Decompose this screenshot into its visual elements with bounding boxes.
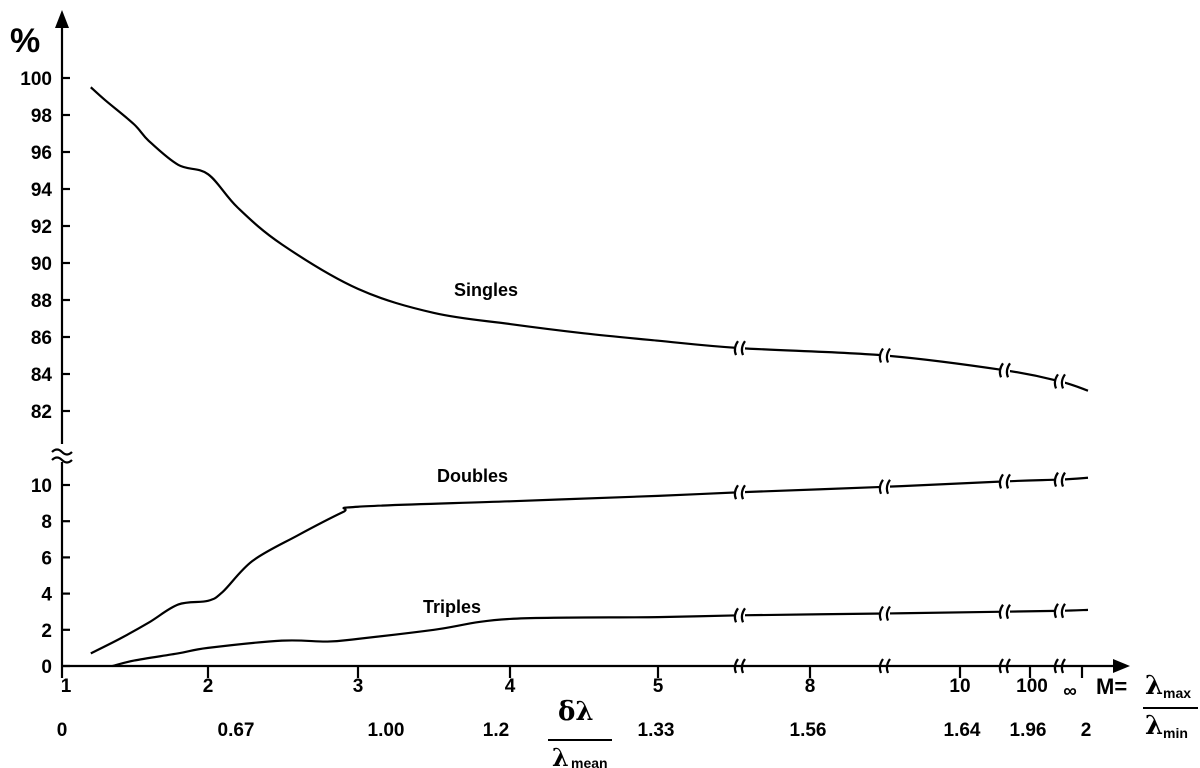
y-tick-label: 96 [31,143,52,164]
x-axis-label-m-numerator-sub: max [1163,685,1191,701]
axis-break-mark [998,658,1011,674]
x-tick-label-dl: 1.33 [638,720,675,741]
axis-break-mark [878,479,891,495]
x-tick-labels: 1 2 3 4 5 8 10 100 ∞ 0 0.67 1.00 1.2 1.33 1.56 1.64 1.96… [57,676,1092,741]
line-break-gap [1000,607,1010,616]
axis-break-mark [1053,603,1066,619]
line-break-gap [1000,366,1010,375]
axis-break-mark [733,658,746,674]
line-break-gap [880,482,890,491]
x-tick-label-dl: 1.2 [483,720,509,741]
axis-break-mark [733,607,746,623]
x-tick-label-dl: 1.00 [368,720,405,741]
x-axis-label-dl-numerator: δλ [558,697,594,727]
x-tick-label-dl: 1.56 [790,720,827,741]
series-line-doubles [90,476,1089,655]
y-tick-label: 88 [31,291,52,312]
x-tick-label-m: 1 [61,676,72,697]
series-line-singles [90,86,1089,392]
y-tick-label: 82 [31,402,52,423]
y-tick-label: 4 [41,585,52,606]
y-tick-label: 92 [31,217,52,238]
series-label-singles: Singles [454,280,518,300]
axis-break-mark [1053,658,1066,674]
y-tick-label: 86 [31,328,52,349]
series-label-doubles: Doubles [437,466,508,486]
axis-break-mark [998,604,1011,620]
line-break-gap [1000,477,1010,486]
x-axis-label-dl-denominator: λ [552,743,569,768]
x-axis-arrow [1113,659,1130,673]
line-break-gap [735,611,745,620]
x-axis-label-m-denominator-sub: min [1163,725,1188,741]
axis-break-mark [998,473,1011,489]
axis-break-mark [998,362,1011,378]
y-tick-label: 94 [31,180,53,201]
x-tick-label-m: 8 [805,676,816,697]
y-tick-label: 6 [41,548,52,569]
x-tick-label-m: 100 [1016,676,1048,697]
x-tick-label-m: 2 [203,676,214,697]
x-tick-label-dl: 0 [57,720,68,741]
x-tick-label-m: 3 [353,676,364,697]
series-line-triples [112,608,1089,668]
x-tick-label-dl: 1.96 [1010,720,1047,741]
line-break-gap [1055,606,1065,615]
axis-labels: % M= λ max λ min δλ λ mean [10,22,1198,768]
line-break-gap [735,344,745,353]
y-tick-label: 84 [31,365,53,386]
y-tick-label: 8 [41,512,52,533]
axis-break-mark [733,484,746,500]
line-break-gap [880,351,890,360]
y-tick-label: 2 [41,621,52,642]
series-label-triples: Triples [423,597,481,617]
line-break-gap [735,488,745,497]
x-tick-label-dl: 1.64 [944,720,981,741]
y-tick-label: 90 [31,254,52,275]
axes [51,10,1130,678]
y-tick-label: 98 [31,106,52,127]
y-tick-label: 100 [20,69,52,90]
x-axis-label-m-numerator: λ [1145,671,1163,701]
axis-break-mark [1053,471,1066,488]
x-axis-label-m-denominator: λ [1145,711,1163,741]
x-tick-label-m: 4 [505,676,516,697]
y-tick-label: 10 [31,476,52,497]
line-break-gap [1055,475,1065,484]
y-axis-break-mark [51,448,73,464]
x-tick-label-dl: 2 [1081,720,1092,741]
axis-break-mark [878,605,891,621]
axis-break-mark [733,340,746,356]
x-tick-label-m: 10 [949,676,970,697]
x-tick-label-dl: 0.67 [218,720,255,741]
axis-break-mark [878,347,891,363]
x-tick-label-m: 5 [653,676,664,697]
axis-break-mark [878,658,891,674]
line-break-gap [1055,377,1065,386]
y-tick-label: 0 [41,657,52,678]
series-lines: Singles Doubles Triples [90,86,1089,668]
x-axis-label-dl-denominator-sub: mean [571,755,608,768]
line-break-gap [880,609,890,618]
x-tick-label-m: ∞ [1063,681,1077,702]
y-axis-label: % [10,22,40,60]
y-axis-arrow [55,10,69,28]
axis-break-mark [1053,373,1066,389]
x-axis-label-m-prefix: M= [1096,674,1127,699]
